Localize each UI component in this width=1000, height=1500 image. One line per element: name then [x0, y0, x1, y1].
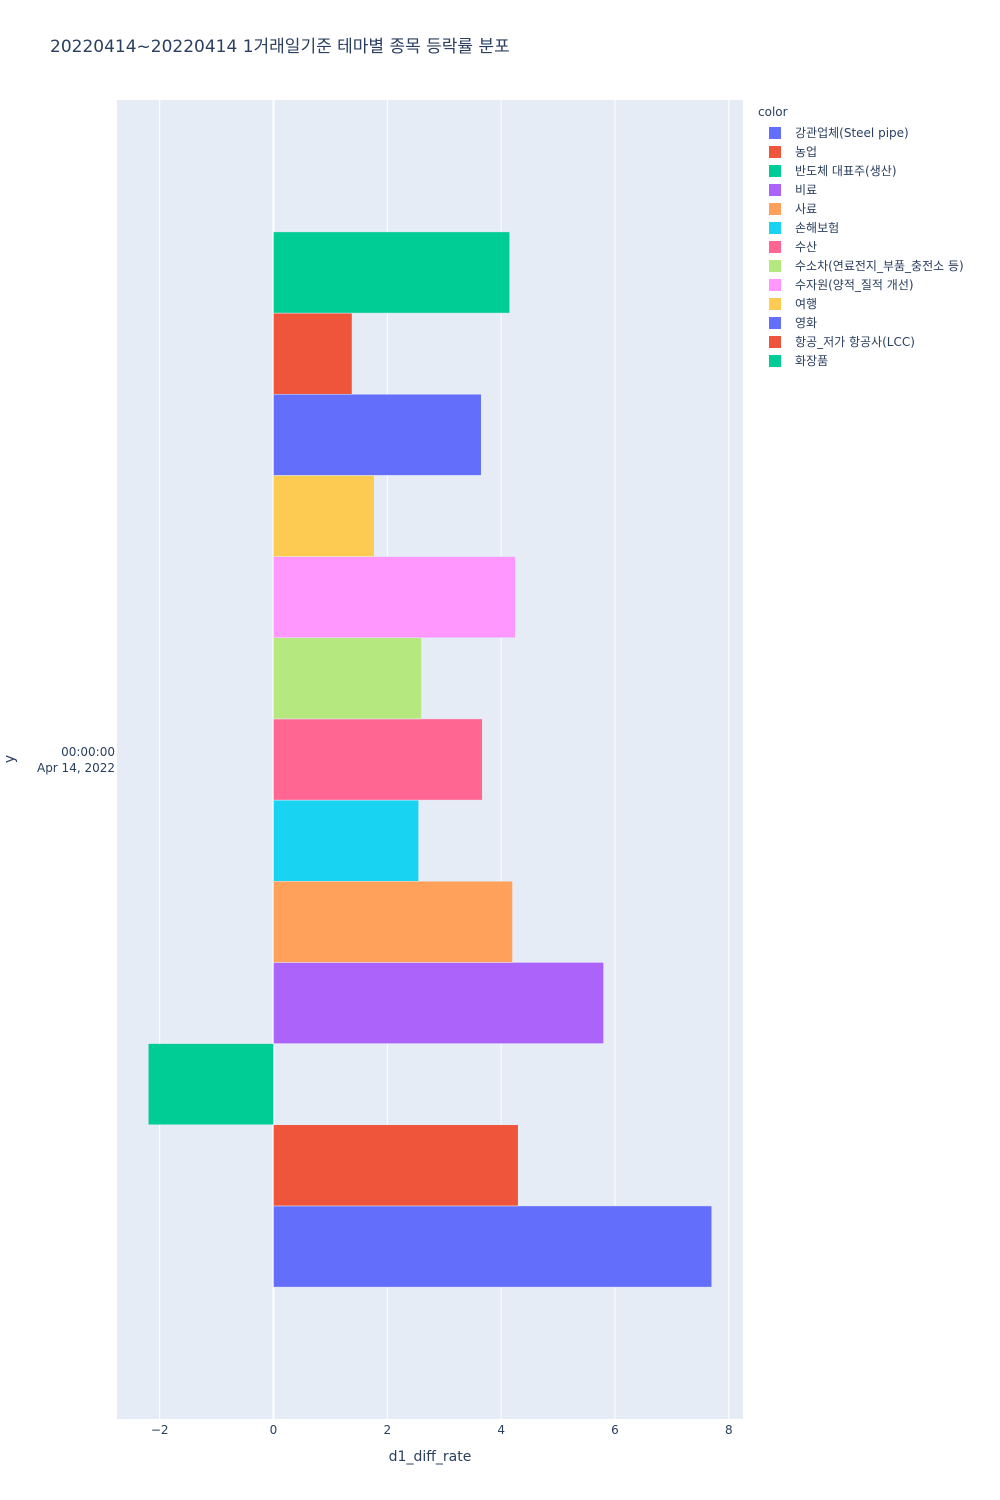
bar[interactable]: [273, 231, 510, 314]
legend-item[interactable]: 농업: [758, 142, 964, 161]
bar[interactable]: [273, 1205, 712, 1288]
x-tick-label: 8: [725, 1423, 733, 1437]
legend-label: 농업: [795, 145, 818, 159]
legend-item[interactable]: 영화: [758, 313, 964, 332]
bar[interactable]: [273, 718, 483, 801]
x-tick-label: −2: [151, 1423, 169, 1437]
legend-swatch: [769, 145, 781, 158]
legend-item[interactable]: 강관업체(Steel pipe): [758, 123, 964, 142]
legend-item[interactable]: 수산: [758, 237, 964, 256]
bar[interactable]: [273, 799, 419, 882]
legend-label: 손해보험: [795, 221, 840, 235]
legend-swatch: [769, 297, 781, 310]
y-tick-label-date: Apr 14, 2022: [37, 761, 115, 775]
bar[interactable]: [273, 312, 353, 395]
legend-label: 사료: [795, 202, 818, 216]
legend-swatch: [769, 240, 781, 253]
legend-item[interactable]: 수소차(연료전지_부품_충전소 등): [758, 256, 964, 275]
x-tick-label: 4: [497, 1423, 505, 1437]
legend-swatch: [769, 278, 781, 291]
legend-label: 수소차(연료전지_부품_충전소 등): [795, 259, 964, 273]
legend-item[interactable]: 화장품: [758, 351, 964, 370]
bar[interactable]: [273, 1124, 519, 1207]
legend-title: color: [758, 105, 788, 119]
legend-swatch: [769, 126, 781, 139]
y-axis-title: y: [2, 755, 18, 763]
legend-swatch: [769, 183, 781, 196]
legend-label: 수자원(양적_질적 개선): [795, 278, 914, 292]
bar[interactable]: [273, 881, 513, 963]
x-tick-labels: −2 0 2 4 6 8: [151, 1423, 733, 1437]
legend-label: 여행: [795, 297, 818, 311]
legend-item[interactable]: 수자원(양적_질적 개선): [758, 275, 964, 294]
legend-label: 수산: [795, 240, 818, 254]
legend-item[interactable]: 비료: [758, 180, 964, 199]
legend-item[interactable]: 사료: [758, 199, 964, 218]
x-tick-label: 0: [270, 1423, 278, 1437]
x-tick-label: 6: [611, 1423, 619, 1437]
bar[interactable]: [273, 637, 422, 720]
legend-item[interactable]: 항공_저가 항공사(LCC): [758, 332, 964, 351]
y-tick-label-time: 00:00:00: [61, 745, 115, 759]
bar[interactable]: [273, 556, 516, 638]
legend-swatch: [769, 259, 781, 272]
bar[interactable]: [273, 475, 375, 557]
bar[interactable]: [148, 1043, 274, 1126]
legend-label: 반도체 대표주(생산): [795, 164, 897, 178]
x-tick-label: 2: [383, 1423, 391, 1437]
legend-label: 영화: [795, 316, 818, 330]
legend-swatch: [769, 221, 781, 234]
legend-label: 화장품: [795, 354, 829, 368]
legend-swatch: [769, 354, 781, 367]
legend-label: 비료: [795, 183, 818, 197]
legend-item[interactable]: 반도체 대표주(생산): [758, 161, 964, 180]
legend-swatch: [769, 164, 781, 177]
legend-label: 항공_저가 항공사(LCC): [795, 335, 915, 349]
bar[interactable]: [273, 962, 604, 1044]
legend-item[interactable]: 여행: [758, 294, 964, 313]
legend-label: 강관업체(Steel pipe): [795, 126, 909, 140]
legend-item[interactable]: 손해보험: [758, 218, 964, 237]
chart-title: 20220414~20220414 1거래일기준 테마별 종목 등락률 분포: [50, 37, 510, 57]
x-axis-title: d1_diff_rate: [389, 1449, 472, 1465]
legend-swatch: [769, 202, 781, 215]
bar[interactable]: [273, 393, 482, 476]
legend-swatch: [769, 335, 781, 348]
legend-swatch: [769, 316, 781, 329]
bars: [148, 231, 712, 1288]
